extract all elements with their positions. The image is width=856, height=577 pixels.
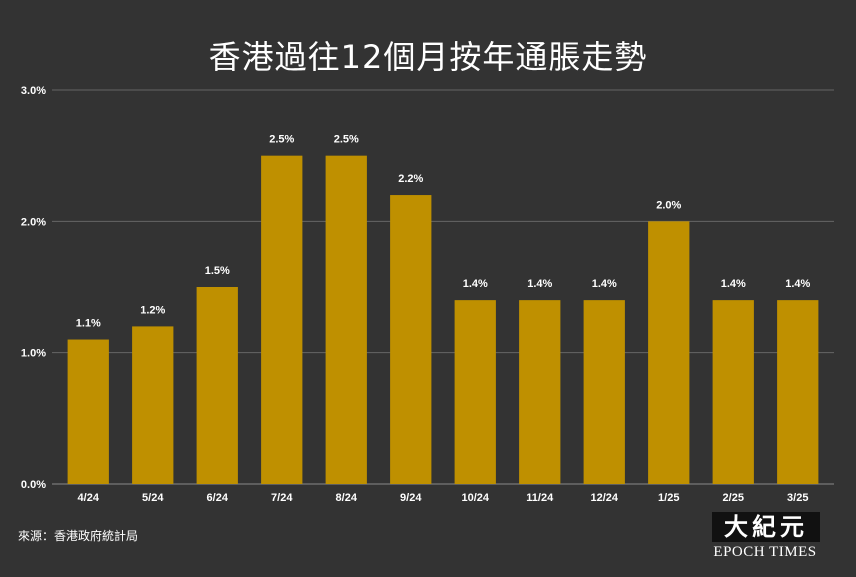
x-tick-label: 8/24 [336, 492, 358, 504]
bar [519, 300, 561, 484]
x-tick-label: 4/24 [78, 492, 100, 504]
data-label: 2.2% [398, 173, 423, 185]
data-label: 1.4% [527, 278, 552, 290]
bar [454, 300, 496, 484]
source-note: 來源：香港政府統計局 [18, 529, 139, 543]
bar [712, 300, 754, 484]
x-tick-label: 5/24 [142, 492, 164, 504]
data-label: 1.4% [785, 278, 810, 290]
x-tick-label: 10/24 [461, 492, 489, 504]
data-label: 1.1% [76, 318, 101, 330]
bar [132, 326, 174, 484]
x-tick-label: 2/25 [723, 492, 744, 504]
chart-title: 香港過往12個月按年通脹走勢 [208, 38, 648, 76]
x-tick-label: 11/24 [526, 492, 554, 504]
x-tick-label: 9/24 [400, 492, 422, 504]
y-tick-label: 0.0% [21, 479, 46, 491]
data-label: 2.5% [334, 134, 359, 146]
bar [777, 300, 819, 484]
y-tick-label: 1.0% [21, 348, 46, 360]
data-label: 1.4% [592, 278, 617, 290]
y-tick-label: 3.0% [21, 85, 46, 97]
y-tick-label: 2.0% [21, 216, 46, 228]
bar [648, 221, 690, 485]
bar [196, 287, 238, 484]
data-label: 1.4% [721, 278, 746, 290]
x-tick-label: 6/24 [207, 492, 229, 504]
bar [390, 195, 432, 485]
bar [325, 155, 367, 484]
x-tick-label: 3/25 [787, 492, 808, 504]
bar [583, 300, 625, 484]
bar [261, 155, 303, 484]
logo-chinese-text: 大紀元 [712, 512, 820, 542]
data-label: 1.4% [463, 278, 488, 290]
data-label: 1.2% [140, 304, 165, 316]
data-label: 2.0% [656, 199, 681, 211]
x-tick-label: 1/25 [658, 492, 679, 504]
logo-english-text: EPOCH TIMES [713, 544, 817, 560]
x-tick-label: 12/24 [590, 492, 618, 504]
bar [67, 339, 109, 484]
x-tick-label: 7/24 [271, 492, 293, 504]
epoch-times-logo: 大紀元 EPOCH TIMES [706, 508, 824, 564]
data-label: 1.5% [205, 265, 230, 277]
data-label: 2.5% [269, 134, 294, 146]
